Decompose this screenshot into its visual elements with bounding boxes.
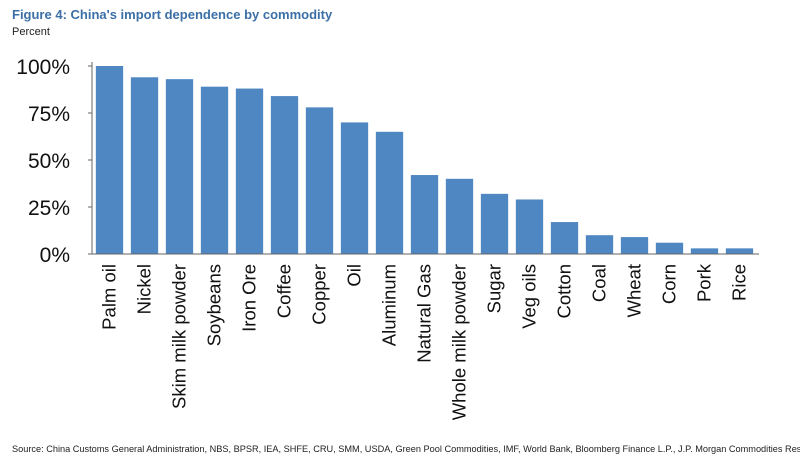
bar-copper <box>305 107 334 254</box>
x-tick-label: Coal <box>589 264 610 302</box>
x-tick-label: Natural Gas <box>414 264 435 363</box>
bar-nickel <box>130 77 159 254</box>
bar-skim-milk-powder <box>165 79 194 254</box>
x-axis: Palm oil Nickel Skim milk powder Soybeans Ir… <box>92 253 759 420</box>
bar-natural-gas <box>410 175 439 254</box>
x-tick-label: Oil <box>344 264 365 287</box>
y-tick-label: 50% <box>28 150 70 173</box>
bar-oil <box>340 122 369 255</box>
x-tick-label: Corn <box>659 264 680 304</box>
x-tick-label: Rice <box>729 264 750 301</box>
bar-corn <box>655 242 684 254</box>
bar-iron-ore <box>235 88 264 254</box>
bar-sugar <box>480 193 509 254</box>
x-tick-label: Nickel <box>134 264 155 314</box>
x-tick-label: Coffee <box>274 264 295 318</box>
x-tick-label: Cotton <box>554 264 575 319</box>
bar-pork <box>690 248 719 254</box>
bar-cotton <box>550 222 579 254</box>
bar-chart: 0% 25% 50% 75% 100% Palm oil Nickel Skim milk … <box>16 56 759 420</box>
y-axis-unit-label: Percent <box>12 26 50 38</box>
bar-coal <box>585 235 614 254</box>
x-tick-label: Aluminum <box>379 264 400 346</box>
bars <box>95 66 754 255</box>
y-tick-label: 25% <box>28 197 70 220</box>
x-tick-label: Soybeans <box>204 264 225 346</box>
y-tick-label: 0% <box>40 244 70 267</box>
bar-wheat <box>620 237 649 254</box>
bar-whole-milk-powder <box>445 178 474 254</box>
x-tick-label: Iron Ore <box>239 264 260 332</box>
x-tick-label: Veg oils <box>519 264 540 329</box>
x-tick-label: Wheat <box>624 264 645 317</box>
bar-aluminum <box>375 131 404 254</box>
bar-rice <box>725 248 754 254</box>
x-tick-label: Sugar <box>484 264 505 313</box>
bar-palm-oil <box>95 66 124 254</box>
y-tick-label: 100% <box>16 56 70 79</box>
x-tick-label: Pork <box>694 263 715 302</box>
x-tick-label: Palm oil <box>99 264 120 330</box>
x-tick-label: Skim milk powder <box>169 264 190 409</box>
bar-soybeans <box>200 86 229 255</box>
x-tick-label: Copper <box>309 264 330 325</box>
y-axis: 0% 25% 50% 75% 100% <box>16 56 93 267</box>
x-tick-label: Whole milk powder <box>449 264 470 420</box>
bar-veg-oils <box>515 199 544 254</box>
bar-coffee <box>270 96 299 254</box>
source-note: Source: China Customs General Administra… <box>12 444 800 454</box>
chart-title: Figure 4: China's import dependence by c… <box>12 7 333 22</box>
y-tick-label: 75% <box>28 103 70 126</box>
